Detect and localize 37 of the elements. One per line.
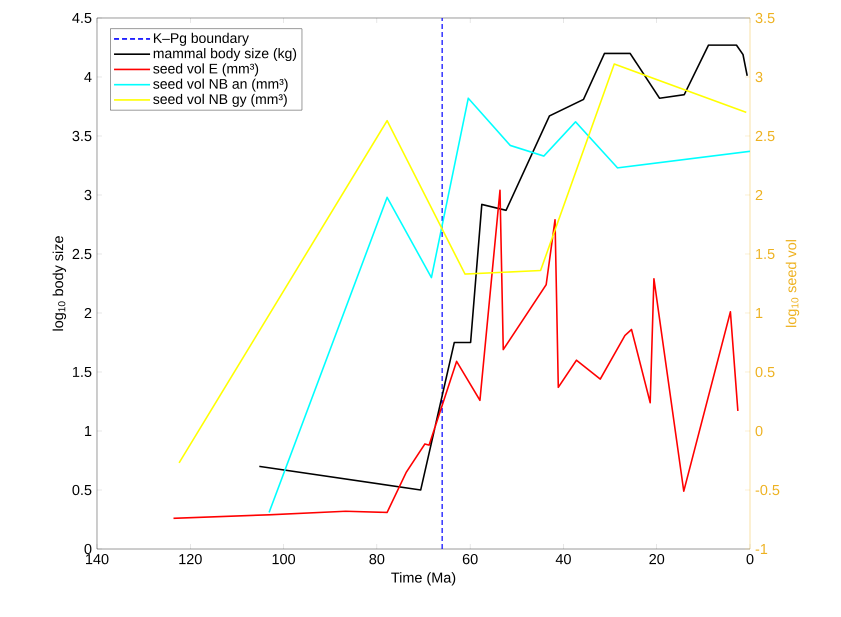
x-tick-label: 0 [746,554,754,564]
legend-label: seed vol E (mm³) [153,63,258,76]
legend-label: K–Pg boundary [154,32,249,46]
y-tick-label: 1.5 [72,366,92,378]
y2-tick-label: 1.5 [756,248,774,260]
x-tick-label: 60 [462,554,478,564]
x-tick-label: 140 [86,554,108,564]
y2-tick-label: 3 [756,72,762,82]
y-axis-title: log$_{10}$ body size [52,236,66,331]
y2-tick-label: 2.5 [756,130,774,142]
y2-tick-label: -1 [756,544,768,554]
y-tick-label: 3 [84,190,92,200]
y-tick-label: 2.5 [72,248,92,260]
y-tick-label: 0 [84,544,92,554]
x-tick-label: 20 [649,554,664,564]
y-tick-label: 3.5 [72,130,92,142]
x-tick-label: 40 [556,554,571,564]
x-tick-label: 120 [179,554,202,564]
y-tick-label: 1 [85,426,92,436]
y2-tick-label: 3.5 [756,12,774,24]
y-tick-label: 4.5 [72,12,92,24]
line-series [172,189,739,520]
legend-label: seed vol NB an (mm³) [153,78,288,92]
x-tick-label: 100 [272,554,296,564]
y-tick-label: 2 [84,308,92,318]
y-tick-label: 0.5 [72,484,92,496]
x-tick-label: 80 [369,554,384,564]
y2-tick-label: -0.5 [756,484,780,496]
legend-label: mammal body size (kg) [154,48,296,62]
y2-tick-label: 0 [756,426,762,436]
y-tick-label: 4 [84,72,92,82]
y2-tick-label: 2 [756,190,762,200]
y2-tick-label: 1 [756,308,762,318]
y2-tick-label: 0.5 [756,366,774,378]
x-axis-title: Time (Ma) [391,572,456,586]
legend-label: seed vol NB gy (mm³) [153,94,287,107]
y2-axis-title: log$_{10}$ seed vol [786,240,800,327]
